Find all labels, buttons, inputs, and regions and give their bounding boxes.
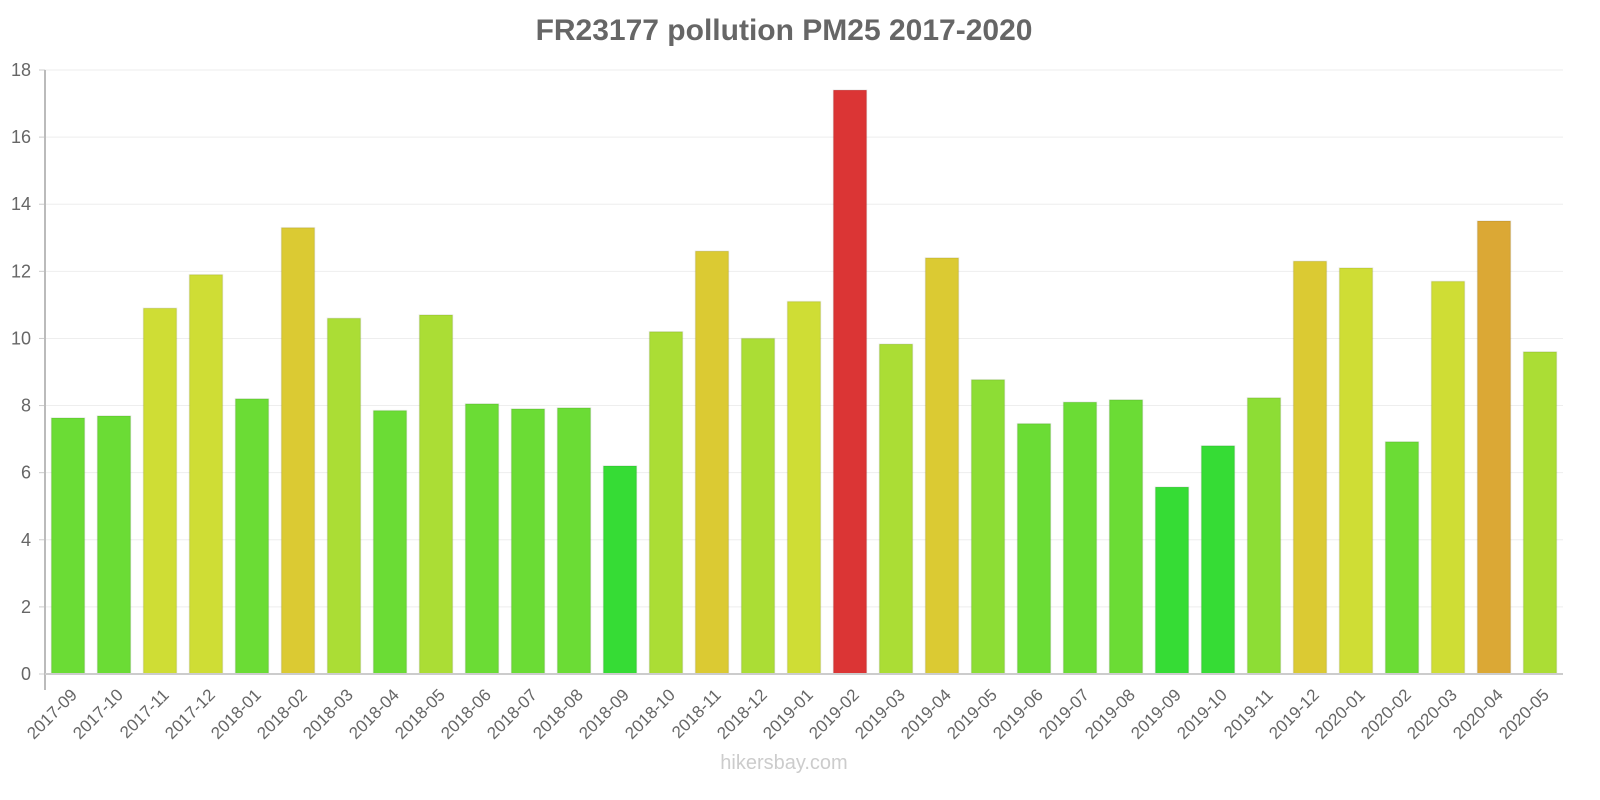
bar-2017-09 <box>50 417 86 675</box>
x-tick-label: 2018-09 <box>575 685 633 743</box>
bar-2018-06 <box>464 403 500 675</box>
x-tick-label: 2019-02 <box>805 685 863 743</box>
bar-2019-09 <box>1154 486 1190 675</box>
bar-2019-01 <box>786 300 822 675</box>
bar-2018-07 <box>510 408 546 675</box>
x-tick-label: 2020-04 <box>1449 685 1507 743</box>
x-axis: 2017-092017-102017-112017-122018-012018-… <box>23 673 1563 743</box>
x-tick-label: 2018-04 <box>345 685 403 743</box>
x-tick-label: 2018-10 <box>621 685 679 743</box>
x-tick-label: 2017-10 <box>69 685 127 743</box>
bar-2019-11 <box>1246 397 1282 675</box>
x-tick-label: 2019-01 <box>759 685 817 743</box>
x-tick-label: 2019-12 <box>1265 685 1323 743</box>
bar-2018-02 <box>280 226 316 675</box>
bar-2017-10 <box>96 415 132 675</box>
y-tick-label: 6 <box>21 463 31 483</box>
x-tick-label: 2018-07 <box>483 685 541 743</box>
bar-2018-04 <box>372 409 408 675</box>
x-tick-label: 2020-05 <box>1495 685 1553 743</box>
bar-2019-05 <box>970 378 1006 675</box>
bar-2019-08 <box>1108 399 1144 675</box>
y-tick-label: 10 <box>11 328 31 348</box>
bar-2019-06 <box>1016 422 1052 675</box>
bar-2019-07 <box>1062 401 1098 675</box>
x-tick-label: 2019-06 <box>989 685 1047 743</box>
bar-2018-12 <box>740 337 776 675</box>
bar-2018-10 <box>648 330 684 675</box>
y-tick-label: 12 <box>11 261 31 281</box>
x-tick-label: 2017-12 <box>161 685 219 743</box>
y-tick-label: 4 <box>21 530 31 550</box>
x-tick-label: 2017-09 <box>23 685 81 743</box>
bar-2019-04 <box>924 257 960 675</box>
bar-2020-01 <box>1338 267 1374 675</box>
x-tick-label: 2019-03 <box>851 685 909 743</box>
bar-2019-02 <box>832 89 868 675</box>
bar-2018-03 <box>326 317 362 675</box>
bar-2018-11 <box>694 250 730 675</box>
bars <box>50 89 1558 675</box>
y-tick-label: 14 <box>11 194 31 214</box>
x-tick-label: 2018-01 <box>207 685 265 743</box>
bar-2018-08 <box>556 407 592 675</box>
watermark: hikersbay.com <box>720 752 848 774</box>
y-tick-label: 2 <box>21 597 31 617</box>
y-tick-label: 0 <box>21 664 31 684</box>
bar-2017-11 <box>142 307 178 675</box>
x-tick-label: 2019-05 <box>943 685 1001 743</box>
x-tick-label: 2018-06 <box>437 685 495 743</box>
x-tick-label: 2018-05 <box>391 685 449 743</box>
bar-2020-04 <box>1476 220 1512 675</box>
x-tick-label: 2019-10 <box>1173 685 1231 743</box>
chart-title: FR23177 pollution PM25 2017-2020 <box>535 14 1033 47</box>
x-tick-label: 2018-03 <box>299 685 357 743</box>
x-tick-label: 2019-09 <box>1127 685 1185 743</box>
y-tick-label: 8 <box>21 396 31 416</box>
bar-2018-05 <box>418 314 454 675</box>
bar-2019-10 <box>1200 445 1236 675</box>
bar-2020-05 <box>1522 351 1558 675</box>
x-tick-label: 2020-03 <box>1403 685 1461 743</box>
x-tick-label: 2018-02 <box>253 685 311 743</box>
x-tick-label: 2018-12 <box>713 685 771 743</box>
y-axis: 0 2 4 6 8 10 12 14 16 18 <box>11 60 46 690</box>
bar-2019-03 <box>878 343 914 675</box>
x-tick-label: 2019-07 <box>1035 685 1093 743</box>
y-tick-label: 16 <box>11 127 31 147</box>
bar-2018-01 <box>234 398 270 675</box>
x-tick-label: 2019-04 <box>897 685 955 743</box>
bar-2017-12 <box>188 273 224 675</box>
bar-2020-03 <box>1430 280 1466 675</box>
bar-2018-09 <box>602 465 638 675</box>
x-tick-label: 2020-01 <box>1311 685 1369 743</box>
x-tick-label: 2018-08 <box>529 685 587 743</box>
y-tick-label: 18 <box>11 60 31 80</box>
bar-2020-02 <box>1384 441 1420 675</box>
x-tick-label: 2020-02 <box>1357 685 1415 743</box>
bar-2019-12 <box>1292 260 1328 675</box>
x-tick-label: 2019-08 <box>1081 685 1139 743</box>
